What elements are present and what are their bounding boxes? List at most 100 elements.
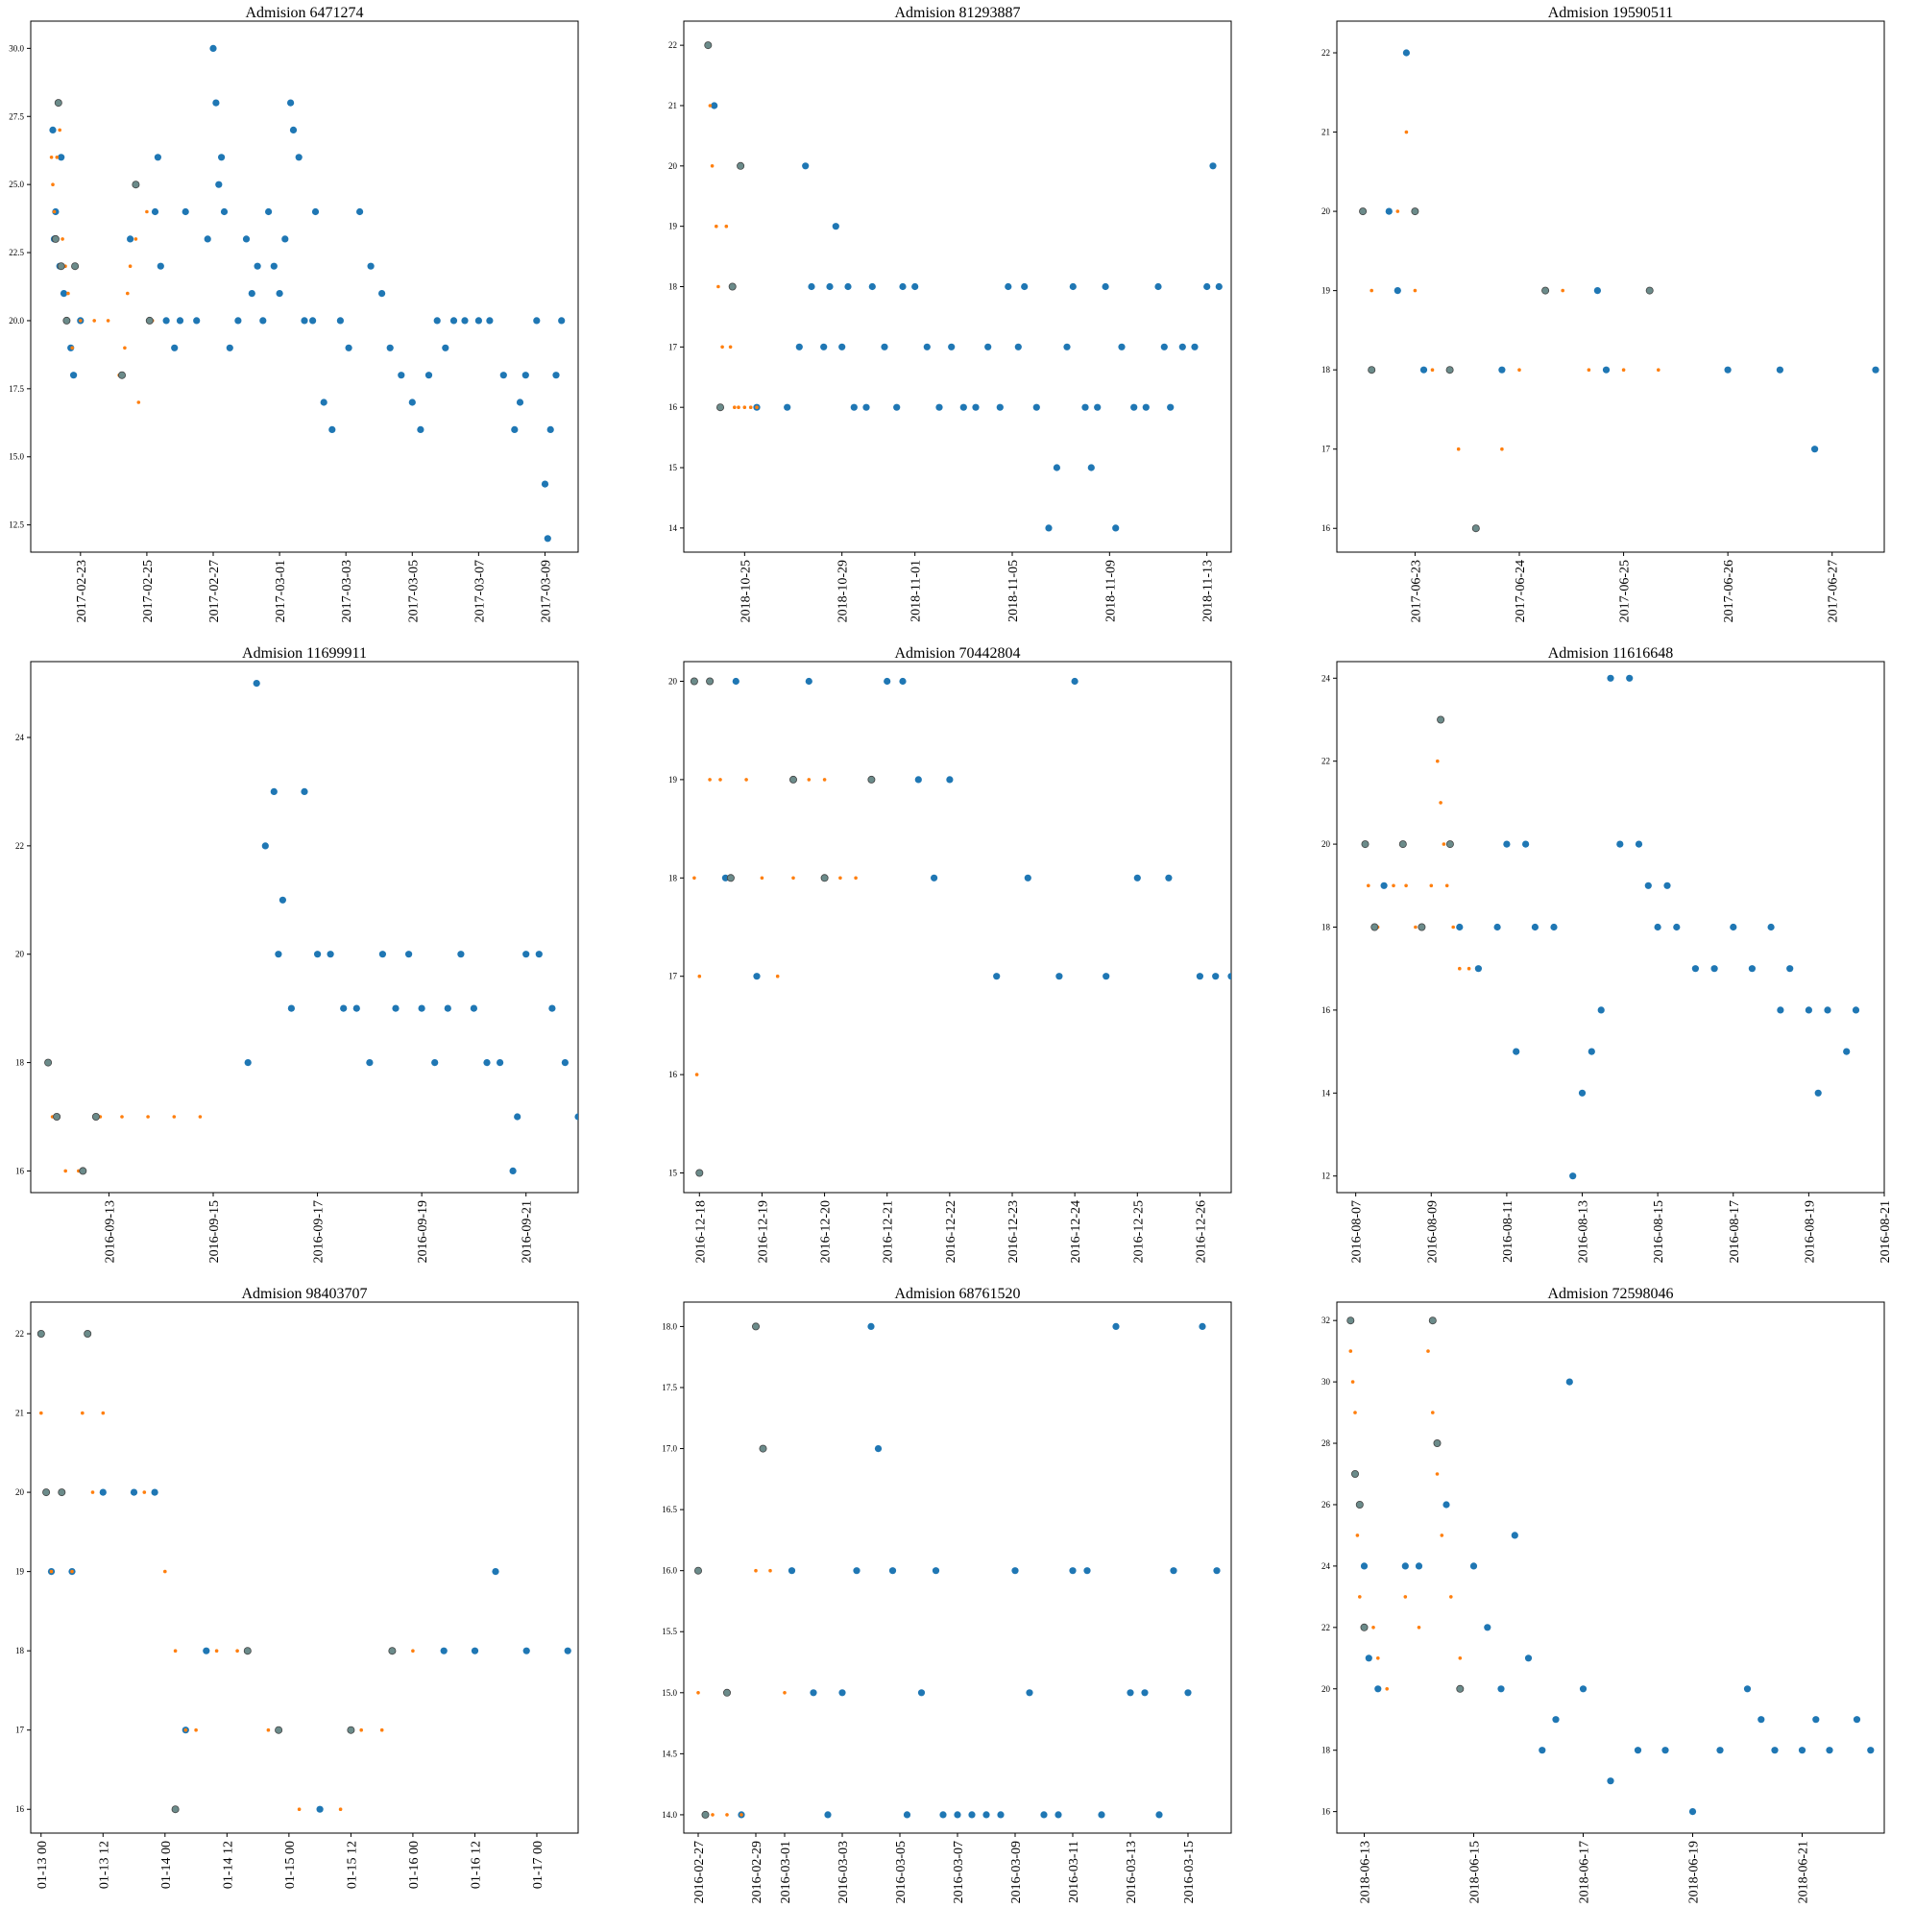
series-b-point [1440, 1534, 1444, 1537]
series-a-point [1565, 1378, 1573, 1386]
y-tick-label: 22 [1321, 48, 1330, 58]
series-a-point [805, 677, 812, 686]
series-b-point [1370, 288, 1373, 293]
series-b-point [1439, 801, 1442, 805]
overlap-point [171, 1805, 180, 1814]
series-a-point [1045, 524, 1053, 532]
x-tick-label: 2016-03-05 [894, 1841, 909, 1903]
x-tick-label: 2016-03-07 [952, 1841, 966, 1903]
scatter-chart: Admision 11616648 12 14 16 18 20 22 24 2016-08-0… [1321, 645, 1893, 1263]
series-a-point [270, 787, 278, 795]
series-a-point [1616, 840, 1624, 848]
series-a-point [546, 425, 554, 433]
series-a-point [340, 1004, 348, 1012]
x-tick-label: 2016-08-19 [1803, 1200, 1817, 1263]
series-a-point [418, 1004, 425, 1012]
series-a-point [810, 1689, 817, 1697]
x-tick-label: 2018-10-25 [739, 560, 753, 622]
series-a-point [279, 896, 286, 904]
series-b-point [266, 1727, 271, 1732]
chart-title: Admision 70442804 [894, 645, 1020, 662]
series-a-point [424, 372, 433, 379]
overlap-point [243, 1647, 252, 1655]
series-a-point [1826, 1747, 1833, 1754]
series-a-point [1127, 1689, 1134, 1697]
series-b-point [708, 778, 712, 782]
x-tick-label: 2018-11-01 [909, 560, 924, 622]
series-a-point [867, 1322, 875, 1330]
y-tick-label: 15 [668, 1169, 678, 1178]
series-b-point [49, 1569, 54, 1574]
x-tick-label: 01-16 00 [407, 1841, 422, 1889]
series-a-point [212, 99, 220, 107]
series-a-point [1021, 282, 1029, 291]
series-a-point [1811, 446, 1819, 453]
y-tick-label: 22 [1321, 757, 1330, 766]
overlap-point [42, 1488, 51, 1497]
x-tick-label: 2018-10-29 [836, 560, 851, 622]
y-tick-label: 16 [1321, 1005, 1331, 1015]
y-tick-label: 16.5 [662, 1505, 677, 1514]
series-b-point [1413, 288, 1418, 293]
series-a-point [1142, 403, 1150, 411]
series-a-point [301, 787, 308, 795]
series-a-point [1552, 1716, 1560, 1724]
y-tick-label: 22 [15, 1329, 24, 1339]
series-a-point [1374, 1685, 1382, 1693]
series-a-point [711, 102, 718, 109]
series-a-point [548, 1004, 556, 1012]
series-a-point [884, 677, 891, 686]
series-b-point [1367, 883, 1370, 888]
series-b-point [760, 876, 764, 881]
series-a-point [1524, 1654, 1533, 1662]
y-tick-label: 17.5 [9, 384, 24, 394]
x-tick-label: 2018-06-21 [1797, 1841, 1811, 1903]
series-a-point [533, 317, 541, 325]
series-a-point [1852, 1006, 1860, 1014]
overlap-point [690, 677, 698, 686]
series-a-point [1209, 162, 1217, 170]
series-b-point [739, 1813, 743, 1817]
x-tick-label: 2016-08-13 [1577, 1200, 1591, 1263]
overlap-point [695, 1169, 704, 1177]
series-a-point [1805, 1006, 1812, 1014]
series-b-point [1657, 368, 1660, 373]
series-a-point [1569, 1172, 1577, 1180]
series-b-point [1561, 288, 1564, 293]
scatter-chart: Admision 98403707 16 17 18 19 20 21 22 01-13 00 0… [15, 1286, 579, 1889]
y-tick-label: 19 [668, 775, 678, 785]
series-b-point [49, 156, 54, 159]
series-a-point [997, 1811, 1005, 1819]
x-tick-label: 01-15 12 [345, 1841, 359, 1889]
series-b-point [791, 876, 795, 881]
series-b-point [1392, 883, 1395, 888]
series-a-point [1199, 1322, 1206, 1330]
series-a-point [1014, 343, 1022, 350]
overlap-point [1350, 1469, 1359, 1478]
series-a-point [405, 951, 413, 958]
series-b-point [822, 778, 827, 782]
series-a-point [203, 1647, 210, 1654]
series-a-point [1812, 1716, 1820, 1724]
series-b-point [55, 156, 60, 159]
axes-frame [30, 661, 579, 1194]
series-b-point [106, 319, 110, 323]
series-a-point [931, 874, 938, 881]
series-a-point [1588, 1048, 1595, 1055]
series-a-point [1360, 1562, 1369, 1570]
y-tick-label: 16 [668, 402, 678, 412]
series-a-point [386, 344, 394, 351]
series-a-point [1063, 343, 1071, 350]
series-b-point [724, 224, 729, 229]
series-a-point [345, 344, 352, 351]
series-b-point [214, 1649, 219, 1653]
series-b-point [183, 1727, 188, 1732]
chart-panel: Admision 11699911 16 18 20 22 24 2016-09-13 201… [15, 640, 579, 1281]
series-a-point [516, 398, 524, 406]
series-b-point [1404, 130, 1409, 134]
axes-frame [1336, 20, 1885, 553]
series-b-point [754, 1568, 758, 1573]
series-b-point [411, 1649, 415, 1653]
series-b-point [1458, 1656, 1463, 1660]
series-a-point [522, 1647, 530, 1654]
